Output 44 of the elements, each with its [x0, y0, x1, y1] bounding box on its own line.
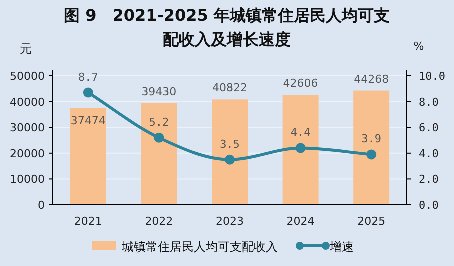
x-tick-label: 2021	[74, 215, 102, 228]
y-tick-label: 20000	[10, 147, 45, 160]
data-label: 4.4	[290, 126, 312, 140]
data-label: 37474	[70, 114, 106, 128]
bar	[354, 90, 390, 205]
point	[154, 132, 164, 143]
bar	[212, 100, 248, 205]
y2-axis-title: %	[414, 40, 424, 53]
x-tick-label: 2024	[286, 215, 315, 228]
data-label: 5.2	[149, 116, 170, 129]
x-tick-label: 2022	[145, 215, 174, 228]
data-label: 44268	[354, 72, 390, 86]
y2-tick-label: 0.0	[419, 199, 439, 212]
y-tick-label: 0	[38, 199, 45, 212]
legend-增速: 增速	[296, 240, 354, 254]
point	[296, 143, 306, 154]
data-label: 42606	[283, 77, 318, 90]
data-label: 40822	[212, 82, 248, 95]
y-tick-label: 30000	[10, 122, 45, 135]
bar	[282, 95, 319, 205]
data-label: 3.9	[362, 132, 382, 146]
y-tick-label: 50000	[10, 70, 45, 83]
bar	[70, 108, 106, 205]
bar	[141, 103, 178, 205]
data-label: 8.7	[78, 70, 98, 84]
y2-tick-label: 10.0	[419, 70, 446, 83]
x-tick-label: 2025	[358, 215, 386, 228]
y2-tick-label: 4.0	[419, 147, 439, 160]
legend-城镇常住居民人均可支配收入: 城镇常住居民人均可支配收入	[92, 240, 278, 254]
x-tick-label: 2023	[216, 215, 244, 228]
y2-tick-label: 6.0	[419, 122, 439, 135]
legend-label: 城镇常住居民人均可支配收入	[121, 240, 278, 254]
y-axis-title: 元	[20, 42, 32, 56]
y2-tick-label: 8.0	[419, 96, 439, 109]
chart-title: 图 9 2021-2025 年城镇常住居民人均可支配收入及增长速度	[63, 5, 391, 51]
legend-label: 增速	[329, 240, 354, 254]
point	[83, 88, 94, 98]
y2-tick-label: 2.0	[419, 173, 439, 186]
point	[225, 154, 235, 165]
data-label: 3.5	[220, 138, 240, 151]
data-label: 39430	[142, 85, 177, 98]
point	[366, 150, 377, 160]
y-tick-label: 40000	[10, 96, 45, 109]
y-tick-label: 10000	[10, 173, 45, 186]
